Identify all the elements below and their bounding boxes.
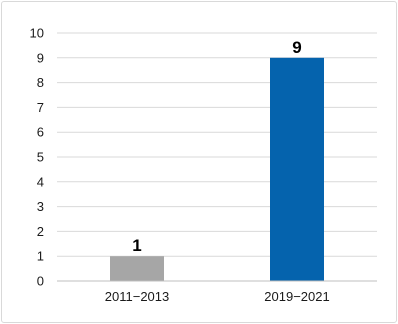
x-tick-label: 2019−2021 [264,289,329,304]
x-axis-tick-labels: 2011−2013 2019−2021 [105,289,330,304]
data-label: 9 [292,38,301,57]
y-tick-label: 6 [37,125,44,140]
x-tick-label: 2011−2013 [105,289,169,304]
y-tick-label: 4 [37,174,44,189]
data-label: 1 [132,236,141,255]
y-tick-label: 2 [37,224,44,239]
y-tick-label: 10 [30,26,44,41]
bar [110,256,164,281]
y-tick-label: 0 [37,274,44,289]
bars [110,57,324,281]
data-labels: 19 [132,38,301,255]
y-tick-label: 3 [37,199,44,214]
y-tick-label: 5 [37,150,44,165]
y-axis-tick-labels: 0 1 2 3 4 5 6 7 8 9 10 [30,26,44,289]
y-tick-label: 9 [37,50,44,65]
bar [270,57,324,281]
y-tick-label: 7 [37,100,44,115]
y-tick-label: 1 [37,249,44,264]
y-tick-label: 8 [37,75,44,90]
gridlines [57,32,377,257]
